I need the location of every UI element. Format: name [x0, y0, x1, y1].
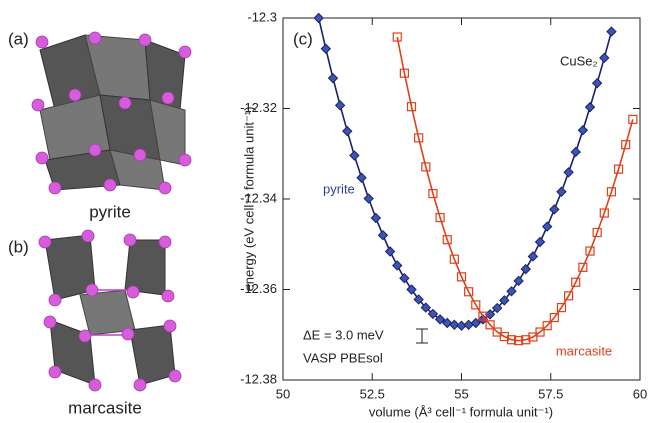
plot: (c) CuSe₂ energy (eV cell⁻¹ formula unit… — [240, 9, 647, 419]
marker — [357, 173, 366, 182]
x-tick-label: 55 — [454, 386, 468, 401]
atom — [69, 89, 81, 101]
annotation: ΔE = 3.0 meV — [303, 327, 384, 342]
marker — [536, 237, 545, 246]
marker — [593, 79, 602, 88]
marker — [514, 276, 523, 285]
marker — [364, 194, 373, 203]
pyrite-structure — [32, 32, 191, 194]
atom — [39, 236, 51, 248]
polyhedron — [130, 325, 175, 385]
x-tick-label: 60 — [633, 386, 647, 401]
page: {"panels": {"a": {"label": "(a)", "capti… — [0, 0, 654, 423]
panel-label: (a) — [8, 29, 29, 48]
atom — [134, 379, 146, 391]
atom — [127, 286, 139, 298]
atom — [164, 320, 176, 332]
atom — [89, 144, 101, 156]
marker — [564, 168, 573, 177]
atom — [104, 179, 116, 191]
atom — [79, 330, 91, 342]
annotation: VASP PBEsol — [303, 350, 383, 365]
atom — [179, 154, 191, 166]
marker — [607, 27, 616, 36]
marker — [521, 265, 530, 274]
marker — [393, 261, 402, 270]
panel-caption: marcasite — [68, 398, 142, 417]
marker — [543, 222, 552, 231]
marker — [371, 214, 380, 223]
panel-caption: pyrite — [89, 202, 131, 221]
atom — [119, 97, 131, 109]
atom — [179, 46, 191, 58]
atom — [44, 316, 56, 328]
atom — [36, 152, 48, 164]
marcasite-structure — [39, 230, 181, 391]
atom — [122, 328, 134, 340]
y-tick-label: -12.38 — [240, 371, 277, 386]
atom — [162, 290, 174, 302]
series-label: pyrite — [323, 181, 355, 196]
atom — [49, 294, 61, 306]
atom — [162, 92, 174, 104]
chart-title: CuSe₂ — [560, 53, 598, 68]
marker — [386, 247, 395, 256]
atom — [86, 284, 98, 296]
marker — [336, 101, 345, 110]
panel-label: (b) — [8, 237, 29, 256]
marker — [464, 320, 473, 329]
marker — [400, 274, 409, 283]
marker — [557, 187, 566, 196]
atom — [49, 366, 61, 378]
atom — [159, 182, 171, 194]
figure: (a) pyrite (b) — [0, 0, 654, 423]
atom — [36, 36, 48, 48]
marker — [378, 231, 387, 240]
x-tick-label: 50 — [276, 386, 290, 401]
marker — [600, 53, 609, 62]
x-tick-label: 57.5 — [538, 386, 563, 401]
marker — [328, 74, 337, 83]
panel-label: (c) — [293, 29, 313, 48]
atom — [139, 34, 151, 46]
marker — [314, 14, 323, 23]
x-tick-label: 52.5 — [360, 386, 385, 401]
marker — [578, 126, 587, 135]
atom — [82, 230, 94, 242]
atom — [89, 379, 101, 391]
marker — [321, 44, 330, 53]
y-tick-label: -12.34 — [240, 190, 277, 205]
marker — [550, 205, 559, 214]
marker — [586, 103, 595, 112]
y-tick-label: -12.3 — [247, 9, 277, 24]
y-tick-label: -12.36 — [240, 281, 277, 296]
atom — [134, 149, 146, 161]
marker — [571, 147, 580, 156]
atom — [169, 370, 181, 382]
atom — [159, 236, 171, 248]
scale-bar — [416, 329, 428, 343]
series-label: marcasite — [556, 343, 612, 358]
y-tick-label: -12.32 — [240, 100, 277, 115]
marker — [528, 252, 537, 261]
marker — [350, 151, 359, 160]
atom — [124, 234, 136, 246]
x-axis-label: volume (Å³ cell⁻¹ formula unit⁻¹) — [369, 404, 553, 419]
atom — [49, 182, 61, 194]
marker — [343, 127, 352, 136]
atom — [32, 99, 44, 111]
atom — [89, 32, 101, 44]
